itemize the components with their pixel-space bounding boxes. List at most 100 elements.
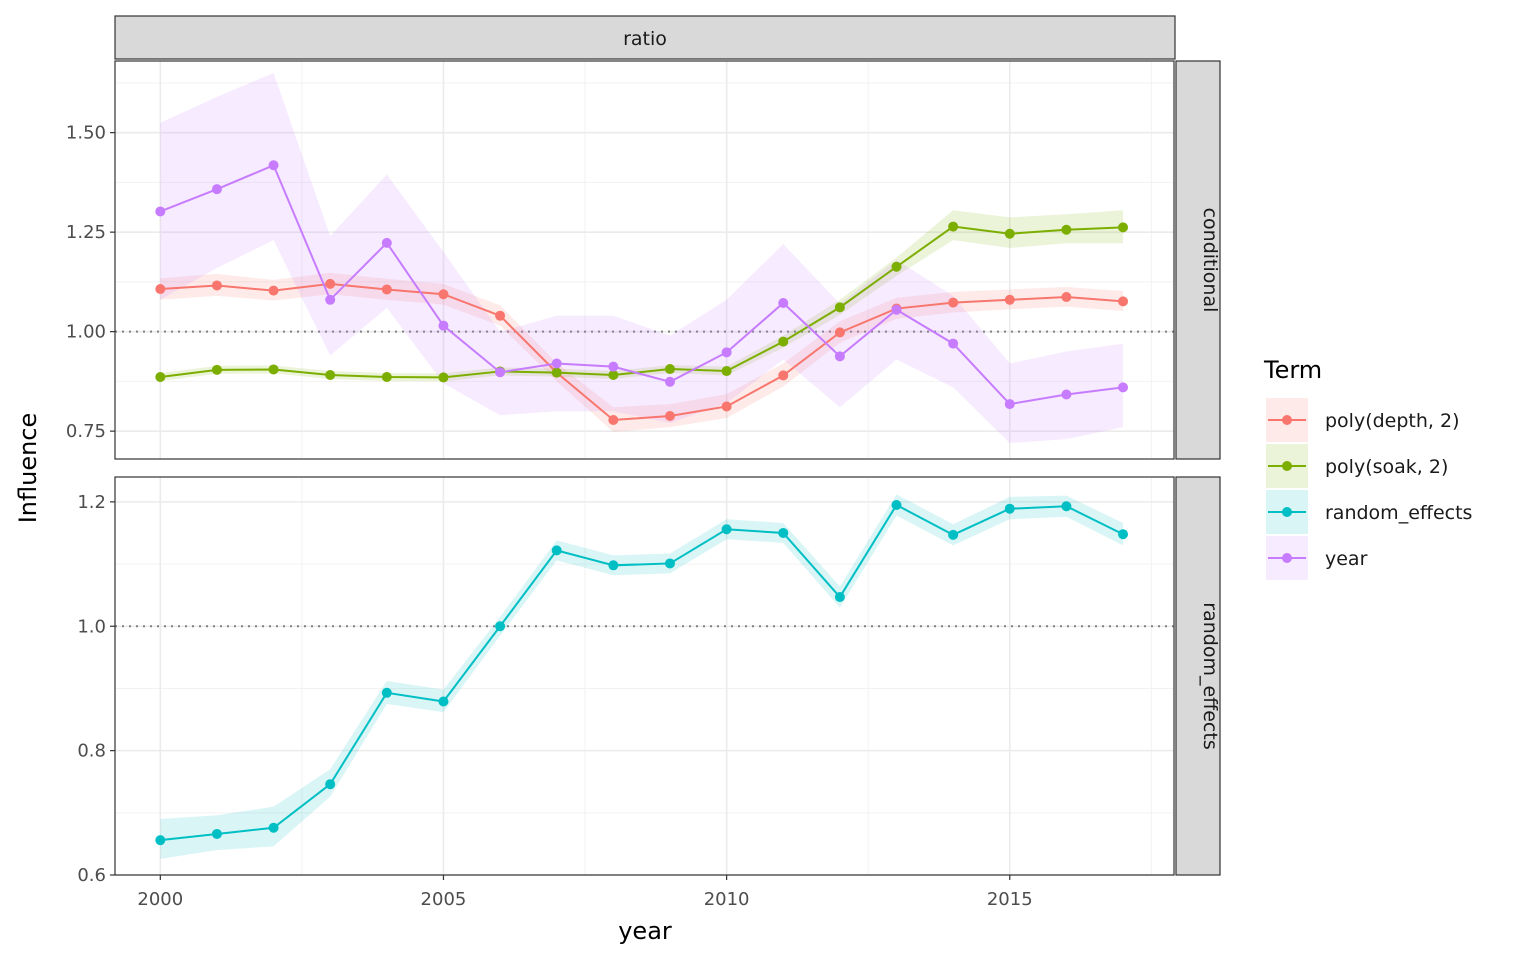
data-point-poly-soak-2	[891, 261, 902, 272]
legend-label: poly(depth, 2)	[1325, 410, 1460, 432]
ribbon-random-effects	[160, 494, 1124, 859]
data-point-random-effects	[551, 545, 562, 556]
data-point-year	[891, 304, 902, 315]
data-point-year	[155, 206, 166, 217]
legend-key-point	[1282, 461, 1292, 471]
data-point-year	[495, 367, 506, 378]
data-point-poly-soak-2	[211, 364, 222, 375]
panel-background	[115, 61, 1174, 459]
data-point-poly-soak-2	[778, 336, 789, 347]
legend: Term poly(depth, 2) poly(soak, 2) random_e…	[1263, 356, 1472, 580]
legend-entry-poly-soak-2: poly(soak, 2)	[1266, 444, 1448, 488]
y-tick-label: 1.2	[77, 492, 106, 513]
legend-entry-random-effects: random_effects	[1266, 490, 1472, 534]
data-point-year	[1061, 389, 1072, 400]
x-tick-label: 2015	[987, 889, 1033, 910]
data-point-random-effects	[1004, 503, 1015, 514]
data-point-poly-soak-2	[608, 370, 619, 381]
column-strip-label: ratio	[623, 28, 667, 50]
data-point-random-effects	[495, 621, 506, 632]
y-axis-title: Influence	[14, 413, 42, 524]
legend-entry-poly-depth-2: poly(depth, 2)	[1266, 398, 1460, 442]
data-point-poly-depth-2	[438, 289, 449, 300]
data-point-poly-soak-2	[381, 372, 392, 383]
y-tick-label: 0.8	[77, 741, 106, 762]
legend-key-point	[1282, 507, 1292, 517]
y-tick-label: 1.50	[66, 123, 106, 144]
data-point-poly-depth-2	[948, 297, 959, 308]
data-point-poly-soak-2	[325, 370, 336, 381]
x-axis-title: year	[618, 917, 672, 945]
data-point-poly-soak-2	[834, 302, 845, 313]
data-point-random-effects	[608, 560, 619, 571]
data-point-poly-depth-2	[1118, 296, 1129, 307]
data-point-poly-soak-2	[1004, 228, 1015, 239]
legend-label: poly(soak, 2)	[1325, 456, 1448, 478]
data-point-random-effects	[211, 828, 222, 839]
data-point-poly-depth-2	[608, 414, 619, 425]
data-point-random-effects	[155, 835, 166, 846]
legend-key-point	[1282, 553, 1292, 563]
data-point-year	[608, 361, 619, 372]
y-tick-label: 1.0	[77, 616, 106, 637]
data-point-year	[211, 184, 222, 195]
data-point-year	[778, 297, 789, 308]
data-point-poly-soak-2	[551, 367, 562, 378]
row-strip-conditional-label: conditional	[1199, 208, 1221, 313]
data-point-poly-depth-2	[381, 284, 392, 295]
data-point-poly-depth-2	[325, 278, 336, 289]
ribbon-poly-soak-2	[160, 210, 1124, 382]
data-point-poly-depth-2	[664, 411, 675, 422]
data-point-random-effects	[948, 529, 959, 540]
panels-layer: 0.75 1.00 1.25 1.50 0.6 0.8 1.0 1.2 2000 2005 2010…	[66, 60, 1175, 910]
data-point-year	[268, 160, 279, 171]
y-tick-label: 0.75	[66, 421, 106, 442]
row-strip-random-effects	[1175, 476, 1221, 876]
ribbon-year	[160, 72, 1124, 444]
data-point-year	[1004, 399, 1015, 410]
panel-random-effects: 0.6 0.8 1.0 1.2	[77, 476, 1175, 886]
legend-title: Term	[1263, 356, 1322, 384]
ribbon-poly-depth-2	[160, 272, 1124, 432]
data-point-year	[664, 376, 675, 387]
row-strip-random-effects-label: random_effects	[1199, 602, 1221, 749]
data-point-poly-soak-2	[438, 372, 449, 383]
data-point-poly-soak-2	[268, 364, 279, 375]
legend-label: random_effects	[1325, 502, 1472, 524]
data-point-year	[1118, 382, 1129, 393]
data-point-poly-depth-2	[1061, 292, 1072, 303]
data-point-poly-depth-2	[211, 280, 222, 291]
y-tick-label: 1.25	[66, 222, 106, 243]
y-tick-label: 0.6	[77, 865, 106, 886]
data-point-year	[438, 320, 449, 331]
data-point-poly-soak-2	[1118, 222, 1129, 233]
data-point-random-effects	[268, 822, 279, 833]
x-tick-label: 2010	[704, 889, 750, 910]
column-strip	[114, 15, 1176, 60]
data-point-year	[551, 358, 562, 369]
data-point-year	[948, 338, 959, 349]
data-point-poly-soak-2	[721, 366, 732, 377]
data-point-poly-soak-2	[1061, 224, 1072, 235]
data-point-poly-depth-2	[495, 310, 506, 321]
panel-conditional: 0.75 1.00 1.25 1.50	[66, 60, 1175, 460]
data-point-poly-depth-2	[1004, 294, 1015, 305]
data-point-poly-soak-2	[664, 364, 675, 375]
data-point-random-effects	[891, 499, 902, 510]
data-point-random-effects	[1061, 501, 1072, 512]
legend-key-point	[1282, 415, 1292, 425]
row-strip-conditional	[1175, 60, 1221, 460]
data-point-year	[721, 347, 732, 358]
data-point-poly-depth-2	[834, 327, 845, 338]
panel-border	[114, 60, 1175, 460]
panel-background	[115, 477, 1174, 875]
series-line-poly-soak-2	[160, 225, 1124, 379]
data-point-random-effects	[325, 779, 336, 790]
data-point-random-effects	[834, 592, 845, 603]
x-tick-label: 2005	[421, 889, 467, 910]
data-point-poly-soak-2	[948, 221, 959, 232]
data-point-random-effects	[381, 687, 392, 698]
x-tick-label: 2000	[137, 889, 183, 910]
data-point-random-effects	[664, 558, 675, 569]
